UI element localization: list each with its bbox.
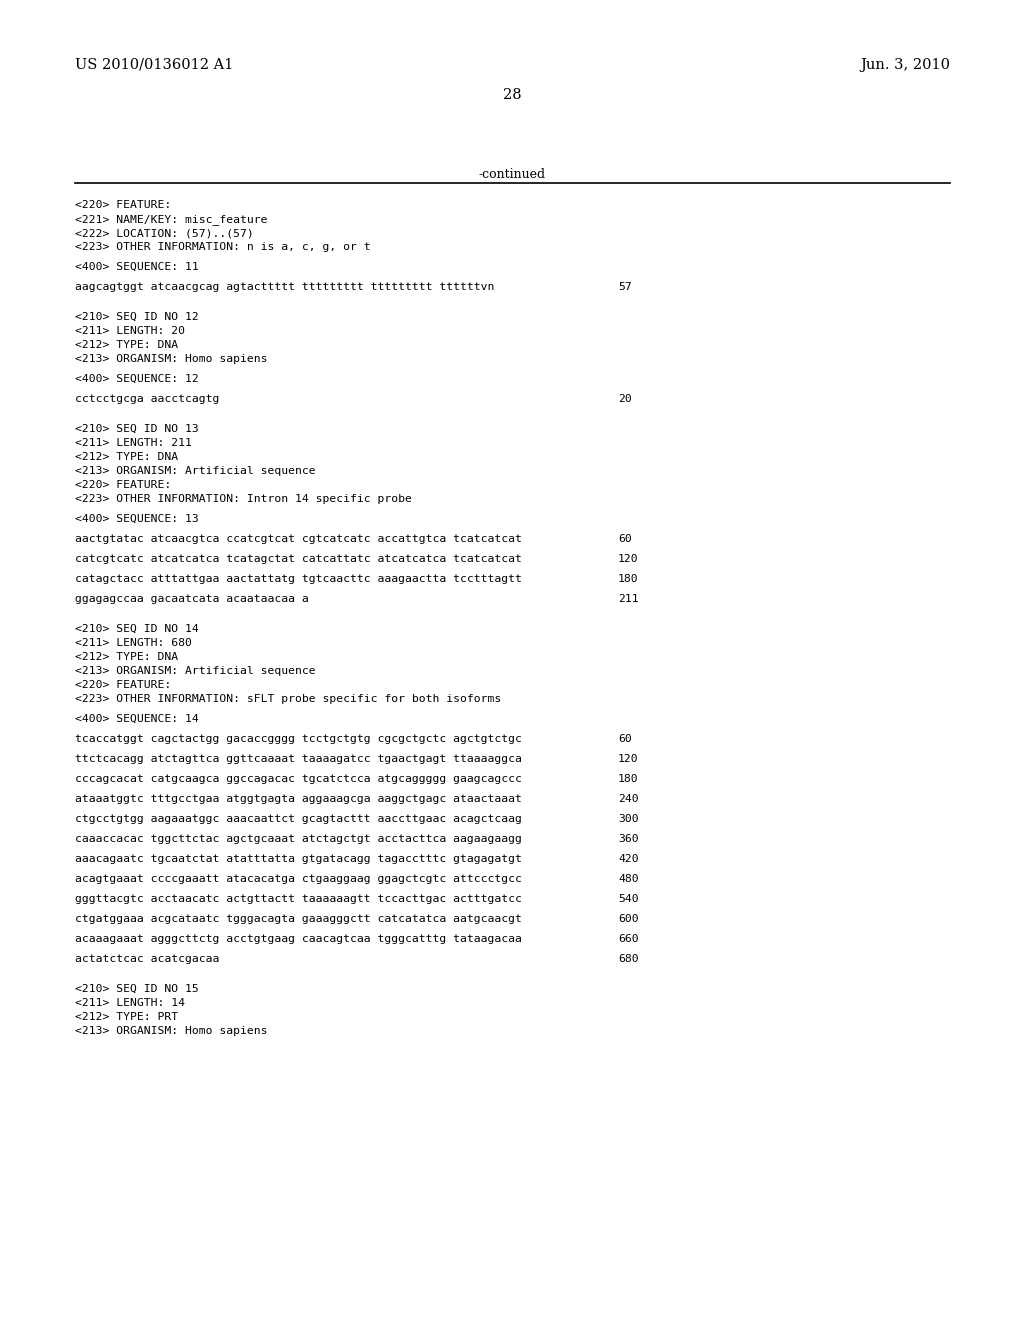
Text: ttctcacagg atctagttca ggttcaaaat taaaagatcc tgaactgagt ttaaaaggca: ttctcacagg atctagttca ggttcaaaat taaaaga… (75, 754, 522, 764)
Text: 28: 28 (503, 88, 521, 102)
Text: 680: 680 (618, 954, 639, 964)
Text: aaacagaatc tgcaatctat atatttatta gtgatacagg tagacctttc gtagagatgt: aaacagaatc tgcaatctat atatttatta gtgatac… (75, 854, 522, 865)
Text: tcaccatggt cagctactgg gacaccgggg tcctgctgtg cgcgctgctc agctgtctgc: tcaccatggt cagctactgg gacaccgggg tcctgct… (75, 734, 522, 744)
Text: acaaagaaat agggcttctg acctgtgaag caacagtcaa tgggcatttg tataagacaa: acaaagaaat agggcttctg acctgtgaag caacagt… (75, 935, 522, 944)
Text: <223> OTHER INFORMATION: Intron 14 specific probe: <223> OTHER INFORMATION: Intron 14 speci… (75, 494, 412, 504)
Text: 180: 180 (618, 574, 639, 583)
Text: 60: 60 (618, 734, 632, 744)
Text: <212> TYPE: PRT: <212> TYPE: PRT (75, 1012, 178, 1022)
Text: <213> ORGANISM: Artificial sequence: <213> ORGANISM: Artificial sequence (75, 466, 315, 477)
Text: 240: 240 (618, 795, 639, 804)
Text: 360: 360 (618, 834, 639, 843)
Text: cccagcacat catgcaagca ggccagacac tgcatctcca atgcaggggg gaagcagccc: cccagcacat catgcaagca ggccagacac tgcatct… (75, 774, 522, 784)
Text: aactgtatac atcaacgtca ccatcgtcat cgtcatcatc accattgtca tcatcatcat: aactgtatac atcaacgtca ccatcgtcat cgtcatc… (75, 535, 522, 544)
Text: 20: 20 (618, 393, 632, 404)
Text: 120: 120 (618, 754, 639, 764)
Text: Jun. 3, 2010: Jun. 3, 2010 (860, 58, 950, 73)
Text: 600: 600 (618, 913, 639, 924)
Text: 540: 540 (618, 894, 639, 904)
Text: <400> SEQUENCE: 12: <400> SEQUENCE: 12 (75, 374, 199, 384)
Text: 300: 300 (618, 814, 639, 824)
Text: <211> LENGTH: 20: <211> LENGTH: 20 (75, 326, 185, 337)
Text: <400> SEQUENCE: 11: <400> SEQUENCE: 11 (75, 261, 199, 272)
Text: <400> SEQUENCE: 13: <400> SEQUENCE: 13 (75, 513, 199, 524)
Text: <210> SEQ ID NO 14: <210> SEQ ID NO 14 (75, 624, 199, 634)
Text: catcgtcatc atcatcatca tcatagctat catcattatc atcatcatca tcatcatcat: catcgtcatc atcatcatca tcatagctat catcatt… (75, 554, 522, 564)
Text: gggttacgtc acctaacatc actgttactt taaaaaagtt tccacttgac actttgatcc: gggttacgtc acctaacatc actgttactt taaaaaa… (75, 894, 522, 904)
Text: aagcagtggt atcaacgcag agtacttttt ttttttttt ttttttttt ttttttvn: aagcagtggt atcaacgcag agtacttttt ttttttt… (75, 282, 495, 292)
Text: ctgcctgtgg aagaaatggc aaacaattct gcagtacttt aaccttgaac acagctcaag: ctgcctgtgg aagaaatggc aaacaattct gcagtac… (75, 814, 522, 824)
Text: 180: 180 (618, 774, 639, 784)
Text: ataaatggtc tttgcctgaa atggtgagta aggaaagcga aaggctgagc ataactaaat: ataaatggtc tttgcctgaa atggtgagta aggaaag… (75, 795, 522, 804)
Text: caaaccacac tggcttctac agctgcaaat atctagctgt acctacttca aagaagaagg: caaaccacac tggcttctac agctgcaaat atctagc… (75, 834, 522, 843)
Text: <220> FEATURE:: <220> FEATURE: (75, 480, 171, 490)
Text: actatctcac acatcgacaa: actatctcac acatcgacaa (75, 954, 219, 964)
Text: cctcctgcga aacctcagtg: cctcctgcga aacctcagtg (75, 393, 219, 404)
Text: <211> LENGTH: 680: <211> LENGTH: 680 (75, 638, 191, 648)
Text: <220> FEATURE:: <220> FEATURE: (75, 680, 171, 690)
Text: 60: 60 (618, 535, 632, 544)
Text: <213> ORGANISM: Artificial sequence: <213> ORGANISM: Artificial sequence (75, 667, 315, 676)
Text: <213> ORGANISM: Homo sapiens: <213> ORGANISM: Homo sapiens (75, 354, 267, 364)
Text: <400> SEQUENCE: 14: <400> SEQUENCE: 14 (75, 714, 199, 723)
Text: <212> TYPE: DNA: <212> TYPE: DNA (75, 451, 178, 462)
Text: ctgatggaaa acgcataatc tgggacagta gaaagggctt catcatatca aatgcaacgt: ctgatggaaa acgcataatc tgggacagta gaaaggg… (75, 913, 522, 924)
Text: <221> NAME/KEY: misc_feature: <221> NAME/KEY: misc_feature (75, 214, 267, 224)
Text: <212> TYPE: DNA: <212> TYPE: DNA (75, 341, 178, 350)
Text: catagctacc atttattgaa aactattatg tgtcaacttc aaagaactta tcctttagtt: catagctacc atttattgaa aactattatg tgtcaac… (75, 574, 522, 583)
Text: -continued: -continued (478, 168, 546, 181)
Text: <211> LENGTH: 14: <211> LENGTH: 14 (75, 998, 185, 1008)
Text: 660: 660 (618, 935, 639, 944)
Text: US 2010/0136012 A1: US 2010/0136012 A1 (75, 58, 233, 73)
Text: <222> LOCATION: (57)..(57): <222> LOCATION: (57)..(57) (75, 228, 254, 238)
Text: acagtgaaat ccccgaaatt atacacatga ctgaaggaag ggagctcgtc attccctgcc: acagtgaaat ccccgaaatt atacacatga ctgaagg… (75, 874, 522, 884)
Text: <212> TYPE: DNA: <212> TYPE: DNA (75, 652, 178, 663)
Text: ggagagccaa gacaatcata acaataacaa a: ggagagccaa gacaatcata acaataacaa a (75, 594, 309, 605)
Text: <210> SEQ ID NO 13: <210> SEQ ID NO 13 (75, 424, 199, 434)
Text: <220> FEATURE:: <220> FEATURE: (75, 201, 171, 210)
Text: 120: 120 (618, 554, 639, 564)
Text: <213> ORGANISM: Homo sapiens: <213> ORGANISM: Homo sapiens (75, 1026, 267, 1036)
Text: 420: 420 (618, 854, 639, 865)
Text: 480: 480 (618, 874, 639, 884)
Text: <210> SEQ ID NO 12: <210> SEQ ID NO 12 (75, 312, 199, 322)
Text: 211: 211 (618, 594, 639, 605)
Text: 57: 57 (618, 282, 632, 292)
Text: <223> OTHER INFORMATION: sFLT probe specific for both isoforms: <223> OTHER INFORMATION: sFLT probe spec… (75, 694, 502, 704)
Text: <210> SEQ ID NO 15: <210> SEQ ID NO 15 (75, 983, 199, 994)
Text: <211> LENGTH: 211: <211> LENGTH: 211 (75, 438, 191, 447)
Text: <223> OTHER INFORMATION: n is a, c, g, or t: <223> OTHER INFORMATION: n is a, c, g, o… (75, 242, 371, 252)
